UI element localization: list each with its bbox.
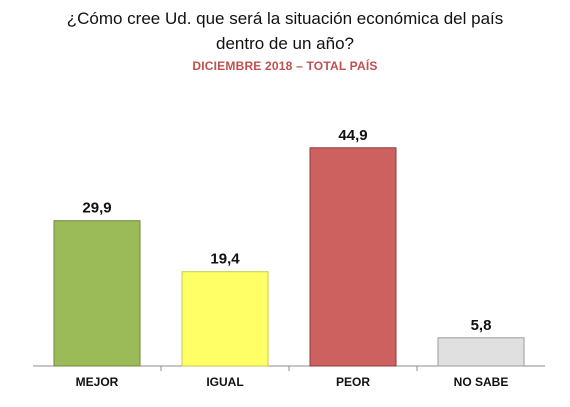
chart-title-line2: dentro de un año? <box>215 34 354 53</box>
data-label: 44,9 <box>338 127 367 144</box>
chart-subtitle: DICIEMBRE 2018 – TOTAL PAÍS <box>192 59 378 73</box>
x-tick-label: MEJOR <box>76 375 119 389</box>
bar-igual <box>181 271 269 367</box>
bar-mejor <box>53 220 141 367</box>
bar-peor <box>309 147 397 367</box>
bar-no-sabe <box>437 337 525 367</box>
x-tick-label: PEOR <box>336 375 370 389</box>
data-label: 19,4 <box>210 251 240 268</box>
data-label: 5,8 <box>471 317 492 334</box>
chart-title-line1: ¿Cómo cree Ud. que será la situación eco… <box>66 9 504 28</box>
x-tick-label: IGUAL <box>206 375 243 389</box>
chart-title: ¿Cómo cree Ud. que será la situación eco… <box>20 6 550 56</box>
data-label: 29,9 <box>82 200 111 217</box>
x-tick-label: NO SABE <box>454 375 509 389</box>
